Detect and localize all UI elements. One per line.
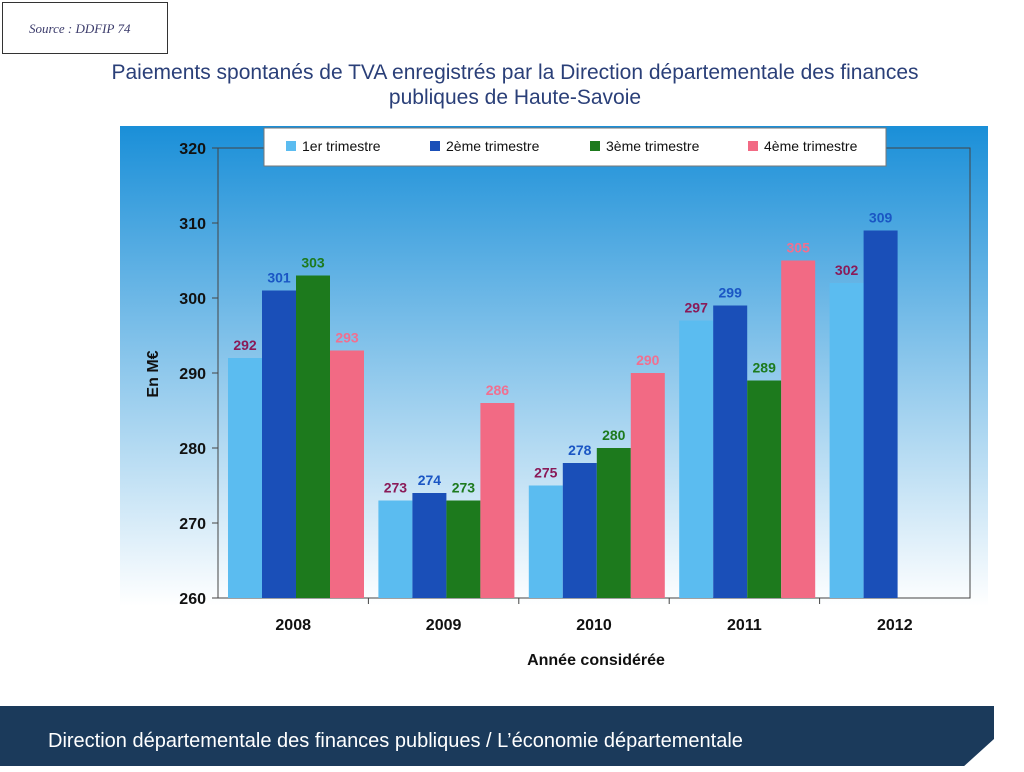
legend-swatch [748,141,758,151]
bar [596,448,631,598]
legend-entry: 2ème trimestre [446,138,540,154]
data-label: 290 [636,352,660,368]
y-tick-label: 300 [179,291,206,308]
data-label: 301 [267,270,291,286]
data-label: 286 [486,382,510,398]
y-tick-label: 280 [179,441,206,458]
bar [781,260,816,598]
y-tick-label: 270 [179,516,206,533]
data-label: 278 [568,442,592,458]
y-tick-label: 310 [179,216,206,233]
data-label: 303 [301,255,325,271]
bar [228,358,262,598]
bar [679,320,714,598]
data-label: 293 [335,330,359,346]
legend-box [263,127,887,167]
data-label: 289 [753,360,777,376]
bar [378,500,413,598]
legend-entry: 1er trimestre [302,138,381,154]
y-tick-label: 260 [179,591,206,608]
chart-title-line-1: Paiements spontanés de TVA enregistrés p… [111,61,919,84]
bar [296,275,330,598]
legend-swatch [590,141,600,151]
data-label: 273 [452,480,476,496]
bar [528,485,563,598]
data-label: 292 [233,337,257,353]
bar [829,283,864,598]
x-axis-label: Année considérée [527,652,665,669]
chart-title-line-2: publiques de Haute-Savoie [388,86,642,109]
footer-band [0,706,994,766]
data-label: 309 [869,210,893,226]
bar [262,290,296,598]
x-tick-label: 2010 [576,617,612,634]
legend-swatch [430,141,440,151]
bar [412,493,447,598]
x-tick-label: 2012 [877,617,913,634]
bar [480,403,515,598]
data-label: 275 [534,465,558,481]
x-axis: 2008 2009 2010 2011 2012 [275,598,913,634]
legend: 1er trimestre 2ème trimestre 3ème trimestr… [263,127,887,167]
bars [228,230,898,598]
x-tick-label: 2009 [426,617,462,634]
legend-entry: 4ème trimestre [764,138,858,154]
bar-chart: 260 270 280 290 300 310 320 292 301 303 293 273 274… [120,126,988,669]
x-tick-label: 2008 [275,617,311,634]
y-axis: 260 270 280 290 300 310 320 [179,141,218,608]
bar [562,463,597,598]
data-label: 273 [384,480,408,496]
bar [446,500,481,598]
y-tick-label: 320 [179,141,206,158]
bar [747,380,782,598]
data-label: 297 [685,300,709,316]
data-label: 302 [835,262,859,278]
bar [330,350,364,598]
chart-title: Paiements spontanés de TVA enregistrés p… [100,60,930,110]
x-tick-label: 2011 [727,617,762,634]
bar [713,305,748,598]
legend-entry: 3ème trimestre [606,138,700,154]
y-axis-label: En M€ [145,350,162,397]
legend-swatch [286,141,296,151]
data-label: 299 [719,285,743,301]
data-label: 305 [787,240,811,256]
footer-text: Direction départementale des finances pu… [48,730,743,752]
bar [630,373,665,598]
source-label: Source : DDFIP 74 [2,2,168,54]
data-label: 274 [418,472,442,488]
bar [863,230,898,598]
y-tick-label: 290 [179,366,206,383]
data-label: 280 [602,427,626,443]
data-labels: 292 301 303 293 273 274 273 286 275 278 280 290 297 2… [233,210,892,496]
